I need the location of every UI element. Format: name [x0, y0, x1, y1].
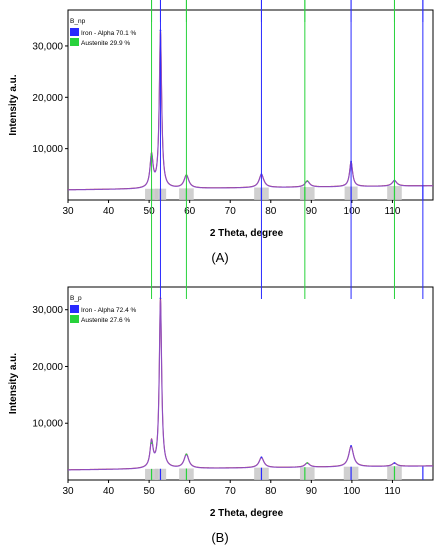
peak-point — [185, 453, 188, 456]
x-axis-label: 2 Theta, degree — [210, 508, 284, 519]
legend-swatch — [70, 305, 79, 313]
x-tick-label: 60 — [184, 206, 196, 217]
x-tick-label: 100 — [344, 486, 361, 497]
x-tick-label: 50 — [144, 206, 156, 217]
legend-swatch — [70, 28, 79, 36]
fitted-pattern-line — [68, 299, 433, 471]
plot-frame — [67, 9, 434, 201]
peak-point — [159, 297, 162, 300]
chart-panel-b: 10,000 20,000 30,000 30 40 50 60 70 80 90 100 110 2 … — [8, 0, 434, 545]
plot-frame — [67, 286, 434, 481]
x-tick-label: 90 — [306, 486, 318, 497]
peak-point — [306, 180, 309, 182]
legend-entry: Iron - Alpha 70.1 % — [81, 30, 137, 37]
peak-band — [299, 187, 315, 200]
y-tick-label: 10,000 — [32, 144, 63, 155]
x-tick-label: 60 — [184, 486, 196, 497]
peak-point — [150, 442, 153, 445]
x-tick-label: 70 — [225, 486, 237, 497]
fitted-pattern-line — [68, 31, 433, 191]
x-tick-label: 100 — [344, 206, 361, 217]
x-tick-label: 30 — [62, 206, 74, 217]
x-tick-label: 110 — [384, 206, 400, 217]
legend-entry: Iron - Alpha 72.4 % — [81, 307, 137, 314]
y-tick-label: 10,000 — [32, 419, 63, 430]
y-tick-label: 20,000 — [32, 93, 63, 104]
x-tick-label: 80 — [265, 486, 277, 497]
panel-label: (B) — [211, 530, 228, 545]
legend-entry: Austenite 27.6 % — [81, 317, 130, 324]
peak-point — [350, 445, 352, 447]
chart-panel-a: 10,000 20,000 30,000 30 40 50 60 70 80 90 100 110 2 … — [8, 0, 434, 265]
legend-swatch — [70, 38, 79, 46]
y-tick-label: 30,000 — [32, 41, 63, 52]
y-tick-label: 30,000 — [32, 305, 63, 316]
panel-label: (A) — [211, 250, 228, 265]
x-tick-label: 70 — [225, 206, 237, 217]
x-tick-label: 90 — [306, 206, 318, 217]
peak-band — [299, 467, 315, 480]
x-axis-label: 2 Theta, degree — [210, 228, 284, 239]
x-tick-label: 40 — [103, 206, 115, 217]
x-tick-label: 110 — [384, 486, 400, 497]
legend-swatch — [70, 315, 79, 323]
y-axis-label: Intensity a.u. — [8, 353, 19, 414]
sample-label: B_np — [70, 18, 86, 25]
legend-entry: Austenite 29.9 % — [81, 40, 130, 47]
sample-label: B_p — [70, 295, 82, 302]
x-tick-label: 50 — [144, 486, 156, 497]
x-tick-label: 30 — [62, 486, 74, 497]
y-tick-label: 20,000 — [32, 362, 63, 373]
x-tick-label: 80 — [265, 206, 277, 217]
peak-point — [393, 462, 396, 464]
y-axis-label: Intensity a.u. — [8, 74, 19, 135]
peak-point — [306, 462, 309, 464]
x-tick-label: 40 — [103, 486, 115, 497]
peak-point — [260, 456, 263, 459]
